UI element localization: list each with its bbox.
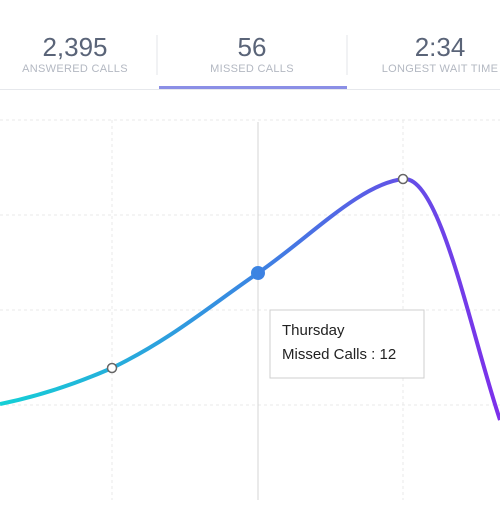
tooltip-box xyxy=(269,309,425,379)
stat-tab[interactable]: 2:34 LONGEST WAIT TIME xyxy=(382,32,499,75)
stat-value: 56 xyxy=(238,32,267,62)
active-point[interactable] xyxy=(251,266,265,280)
grid xyxy=(0,119,500,500)
stat-tab[interactable]: 56 MISSED CALLS xyxy=(210,32,294,75)
stat-label: ANSWERED CALLS xyxy=(22,63,128,75)
line-curve xyxy=(0,176,500,421)
header-border xyxy=(0,89,500,90)
point[interactable] xyxy=(397,173,409,185)
stat-label: LONGEST WAIT TIME xyxy=(382,63,499,75)
active-tab-indicator xyxy=(159,86,347,89)
stat-value: 2,395 xyxy=(42,32,107,62)
tooltip-title: Thursday xyxy=(282,322,345,339)
tooltip-text: Missed Calls : 12 xyxy=(282,346,396,363)
stat-label: MISSED CALLS xyxy=(210,63,294,75)
stat-tab[interactable]: 2,395 ANSWERED CALLS xyxy=(22,32,128,75)
point[interactable] xyxy=(106,362,118,374)
stat-value: 2:34 xyxy=(415,32,466,62)
tooltip: Thursday Missed Calls : 12 xyxy=(269,309,425,379)
